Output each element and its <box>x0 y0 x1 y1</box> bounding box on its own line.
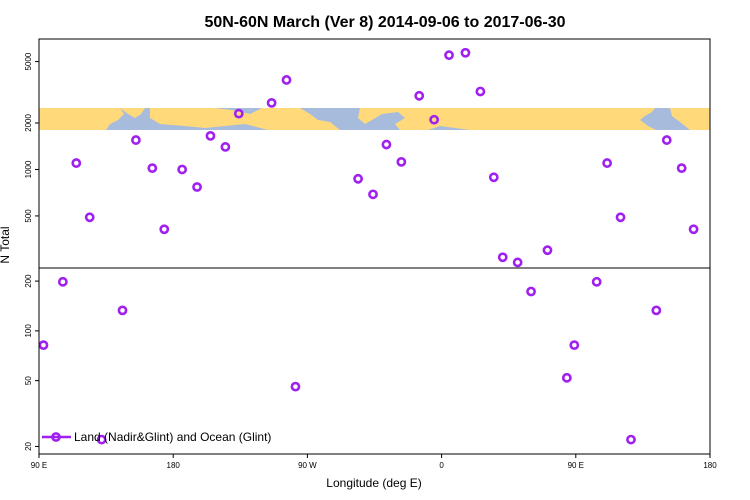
map-band <box>39 108 710 130</box>
lower-series <box>38 276 662 445</box>
upper-frame <box>38 38 711 269</box>
lower-point-0 <box>38 340 49 351</box>
lower-ytick-label: 20 <box>24 441 33 450</box>
x-axis-label: Longitude (deg E) <box>326 476 421 490</box>
map-land-siberia-east <box>39 108 60 118</box>
lower-ytick-label: 100 <box>24 324 33 338</box>
upper-point-27 <box>661 135 672 145</box>
upper-point-9 <box>233 108 244 119</box>
lower-point-6 <box>561 372 572 383</box>
legend: Land (Nadir&Glint) and Ocean (Glint) <box>42 430 271 444</box>
upper-ytick-label: 5000 <box>24 52 33 70</box>
upper-point-3 <box>147 163 158 174</box>
upper-point-19 <box>460 47 471 58</box>
map-land-far-east <box>670 108 710 130</box>
xtick-label: 90 E <box>568 461 584 470</box>
map-land-hudson-islands <box>120 108 145 118</box>
map-land-americas <box>39 108 124 130</box>
map-land-canada <box>150 108 340 130</box>
upper-point-6 <box>192 182 202 192</box>
upper-point-8 <box>220 142 231 152</box>
lower-ytick-label: 200 <box>24 274 33 288</box>
upper-ytick-label: 1000 <box>24 160 33 178</box>
xtick-label: 90 W <box>298 461 317 470</box>
upper-series <box>71 47 699 268</box>
upper-point-16 <box>414 90 425 101</box>
upper-point-25 <box>602 158 613 168</box>
chart-title: 50N-60N March (Ver 8) 2014-09-06 to 2017… <box>204 14 565 31</box>
legend-label: Land (Nadir&Glint) and Ocean (Glint) <box>74 430 271 444</box>
lower-y-axis: 20 50 100 200 <box>24 274 39 451</box>
lower-point-8 <box>591 276 602 287</box>
lower-point-4 <box>290 381 301 392</box>
upper-point-26 <box>615 212 626 223</box>
upper-point-13 <box>368 189 378 200</box>
upper-point-2 <box>131 135 141 145</box>
xtick-label: 90 E <box>31 461 47 470</box>
lower-point-3 <box>117 305 128 316</box>
upper-point-18 <box>444 50 454 61</box>
y-axis-label: N Total <box>0 226 12 263</box>
upper-point-1 <box>84 212 95 223</box>
lower-ytick-label: 50 <box>24 376 33 385</box>
upper-point-14 <box>381 139 392 150</box>
x-axis: 90 E 180 90 W 0 90 E 180 <box>31 454 717 470</box>
upper-point-20 <box>475 86 486 97</box>
upper-ytick-label: 500 <box>24 209 33 223</box>
upper-point-5 <box>177 164 188 175</box>
upper-point-29 <box>688 224 699 235</box>
upper-panel: 500 1000 2000 5000 <box>24 47 710 268</box>
upper-point-4 <box>159 224 170 235</box>
upper-point-22 <box>497 252 508 263</box>
upper-point-15 <box>396 156 407 167</box>
xtick-label: 0 <box>439 461 444 470</box>
upper-point-11 <box>281 75 292 85</box>
lower-panel: 20 50 100 200 <box>24 274 662 451</box>
upper-point-24 <box>542 245 553 256</box>
upper-ytick-label: 2000 <box>24 114 33 132</box>
upper-point-7 <box>205 130 216 141</box>
lower-point-2 <box>96 434 107 445</box>
upper-point-0 <box>71 158 82 168</box>
upper-y-axis: 500 1000 2000 5000 <box>24 52 39 223</box>
xtick-label: 180 <box>703 461 717 470</box>
upper-point-23 <box>512 257 523 268</box>
legend-marker <box>51 432 61 442</box>
upper-point-17 <box>429 114 440 125</box>
lower-point-7 <box>569 340 580 351</box>
lower-point-1 <box>57 276 68 287</box>
lower-frame <box>38 267 711 455</box>
lower-point-9 <box>626 434 636 445</box>
upper-point-12 <box>353 173 363 184</box>
map-land-europe-asia <box>358 108 656 130</box>
lower-point-10 <box>651 305 662 316</box>
upper-point-21 <box>488 172 499 183</box>
lower-point-5 <box>526 286 536 297</box>
upper-point-10 <box>266 97 277 108</box>
upper-point-28 <box>676 163 687 174</box>
xtick-label: 180 <box>167 461 181 470</box>
